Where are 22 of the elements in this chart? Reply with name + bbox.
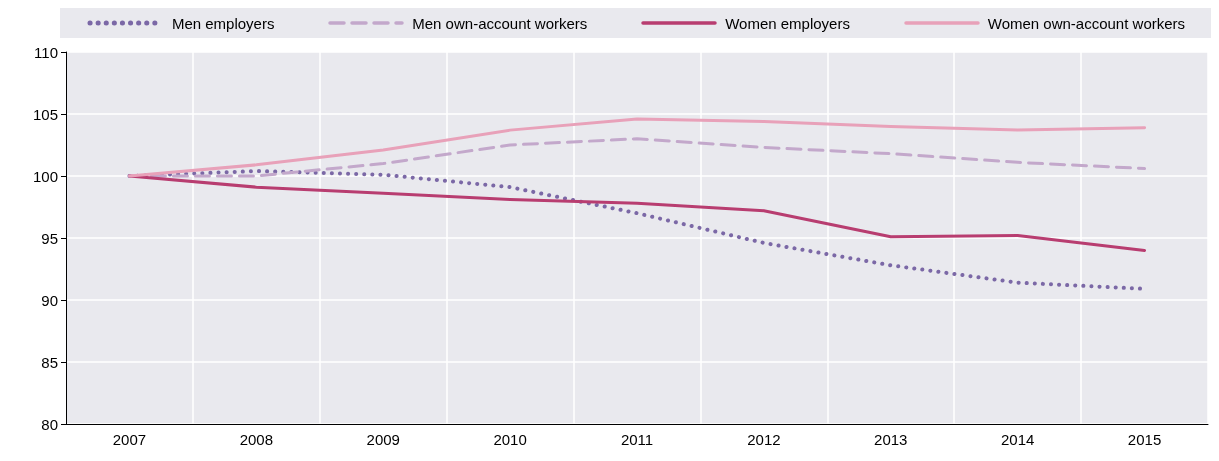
y-tick-label: 90 [41, 291, 58, 309]
x-tick-label: 2012 [747, 431, 781, 448]
legend-label: Women own-account workers [987, 14, 1186, 32]
y-tick-label: 105 [32, 105, 58, 123]
y-tick-label: 95 [41, 229, 58, 247]
y-tick-label: 100 [32, 167, 58, 185]
line-series [127, 174, 1147, 252]
x-tick-label: 2011 [620, 431, 654, 448]
x-tick-label: 2008 [239, 431, 274, 448]
line-series [127, 117, 1147, 178]
y-tick-label: 85 [41, 353, 58, 371]
x-tick-label: 2014 [1000, 431, 1035, 448]
x-tick-label: 2015 [1127, 431, 1162, 448]
legend-label: Men own-account workers [412, 14, 588, 32]
x-tick-label: 2010 [493, 431, 527, 448]
y-tick-label: 80 [41, 415, 58, 433]
x-tick-label: 2007 [112, 431, 147, 448]
y-tick-label: 110 [34, 43, 58, 61]
legend-label: Men employers [171, 14, 275, 32]
legend-label: Women employers [725, 14, 850, 32]
x-tick-label: 2013 [874, 431, 908, 448]
x-tick-label: 2009 [366, 431, 400, 448]
